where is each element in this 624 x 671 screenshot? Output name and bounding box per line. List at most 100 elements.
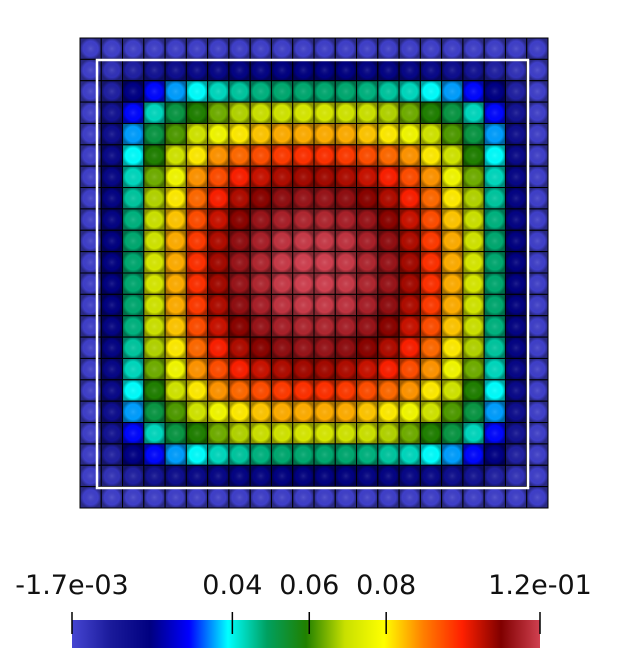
cell bbox=[398, 357, 421, 381]
cell bbox=[398, 422, 421, 445]
cell bbox=[185, 187, 209, 210]
cell bbox=[377, 251, 400, 274]
cell bbox=[313, 336, 336, 359]
cell bbox=[377, 37, 400, 60]
cell bbox=[504, 315, 528, 338]
cell bbox=[483, 400, 506, 424]
cell bbox=[143, 315, 166, 338]
cell bbox=[228, 144, 251, 167]
cell bbox=[292, 400, 315, 424]
cell bbox=[292, 229, 315, 253]
cell bbox=[526, 187, 549, 210]
cell bbox=[100, 208, 124, 231]
cell bbox=[313, 187, 336, 210]
cell bbox=[441, 357, 464, 381]
cell bbox=[419, 315, 443, 338]
cell bbox=[462, 80, 485, 103]
cell bbox=[249, 357, 272, 381]
cell bbox=[164, 165, 187, 189]
cell bbox=[313, 272, 336, 295]
cell bbox=[185, 336, 209, 359]
cell bbox=[526, 336, 549, 359]
cell bbox=[526, 379, 549, 402]
cell bbox=[313, 122, 336, 146]
cell bbox=[483, 336, 506, 359]
cell bbox=[143, 251, 166, 274]
cell bbox=[143, 293, 166, 317]
cell bbox=[100, 400, 124, 424]
cell bbox=[122, 336, 145, 359]
cell bbox=[313, 357, 336, 381]
cell bbox=[441, 379, 464, 402]
cell bbox=[270, 272, 294, 295]
cell bbox=[122, 165, 145, 189]
cell bbox=[122, 229, 145, 253]
cell bbox=[526, 122, 549, 146]
cell bbox=[164, 101, 187, 124]
cell bbox=[100, 144, 124, 167]
cell bbox=[228, 315, 251, 338]
cell bbox=[504, 400, 528, 424]
cell bbox=[526, 357, 549, 381]
cell bbox=[207, 208, 230, 231]
cell bbox=[292, 443, 315, 466]
cell bbox=[313, 379, 336, 402]
cell bbox=[334, 187, 358, 210]
cell bbox=[398, 165, 421, 189]
cell bbox=[419, 336, 443, 359]
cell bbox=[419, 443, 443, 466]
cell bbox=[419, 208, 443, 231]
cell bbox=[164, 229, 187, 253]
cell bbox=[228, 251, 251, 274]
cell bbox=[143, 486, 166, 509]
cell bbox=[504, 251, 528, 274]
cell bbox=[185, 101, 209, 124]
cell bbox=[356, 144, 379, 167]
colorbar-tick-label: 1.2e-01 bbox=[488, 570, 592, 601]
cell bbox=[249, 58, 272, 82]
cell bbox=[292, 58, 315, 82]
cell bbox=[185, 400, 209, 424]
cell bbox=[164, 80, 187, 103]
cell bbox=[249, 486, 272, 509]
cell bbox=[207, 379, 230, 402]
cell bbox=[441, 336, 464, 359]
cell bbox=[100, 443, 124, 466]
cell bbox=[462, 229, 485, 253]
cell bbox=[164, 251, 187, 274]
cell bbox=[207, 422, 230, 445]
cell bbox=[377, 486, 400, 509]
cell bbox=[100, 187, 124, 210]
cell bbox=[526, 443, 549, 466]
cell bbox=[100, 357, 124, 381]
cell bbox=[313, 293, 336, 317]
cell bbox=[100, 272, 124, 295]
cell bbox=[249, 464, 272, 488]
cell bbox=[398, 315, 421, 338]
cell bbox=[100, 80, 124, 103]
cell bbox=[377, 187, 400, 210]
cell bbox=[122, 443, 145, 466]
cell bbox=[292, 37, 315, 60]
cell bbox=[185, 464, 209, 488]
cell bbox=[270, 464, 294, 488]
cell bbox=[249, 443, 272, 466]
cell bbox=[313, 229, 336, 253]
cell bbox=[270, 486, 294, 509]
cell bbox=[334, 422, 358, 445]
cell bbox=[122, 37, 145, 60]
cell bbox=[419, 272, 443, 295]
cell bbox=[313, 486, 336, 509]
cell bbox=[334, 165, 358, 189]
cell bbox=[356, 315, 379, 338]
cell bbox=[356, 208, 379, 231]
cell bbox=[249, 208, 272, 231]
cell bbox=[419, 144, 443, 167]
cell bbox=[504, 101, 528, 124]
cell bbox=[377, 379, 400, 402]
cell bbox=[164, 187, 187, 210]
cell bbox=[249, 165, 272, 189]
cell bbox=[185, 165, 209, 189]
cell bbox=[483, 422, 506, 445]
cell bbox=[398, 37, 421, 60]
